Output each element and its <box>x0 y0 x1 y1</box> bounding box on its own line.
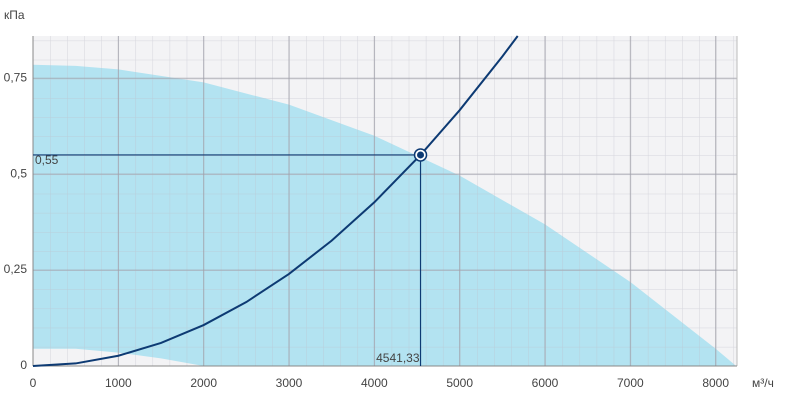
x-tick-label: 5000 <box>446 376 473 390</box>
y-tick-label: 0,75 <box>4 70 28 84</box>
y-tick-label: 0,5 <box>10 166 27 180</box>
x-tick-label: 2000 <box>190 376 217 390</box>
operating-point <box>417 151 425 159</box>
x-tick-label: 1000 <box>105 376 132 390</box>
y-tick-label: 0,25 <box>4 262 28 276</box>
x-axis-label: м³/ч <box>752 376 774 390</box>
x-tick-label: 4000 <box>361 376 388 390</box>
minor-grid <box>33 36 737 366</box>
x-tick-label: 7000 <box>617 376 644 390</box>
operating-point-y-label: 0,55 <box>35 153 59 167</box>
x-tick-label: 3000 <box>276 376 303 390</box>
line <box>32 35 519 367</box>
y-axis-label: кПа <box>4 8 25 22</box>
operating-point-x-label: 4541,33 <box>376 351 420 365</box>
y-tick-label: 0 <box>20 358 27 372</box>
x-tick-label: 0 <box>30 376 37 390</box>
x-tick-label: 8000 <box>702 376 729 390</box>
x-tick-label: 6000 <box>532 376 559 390</box>
